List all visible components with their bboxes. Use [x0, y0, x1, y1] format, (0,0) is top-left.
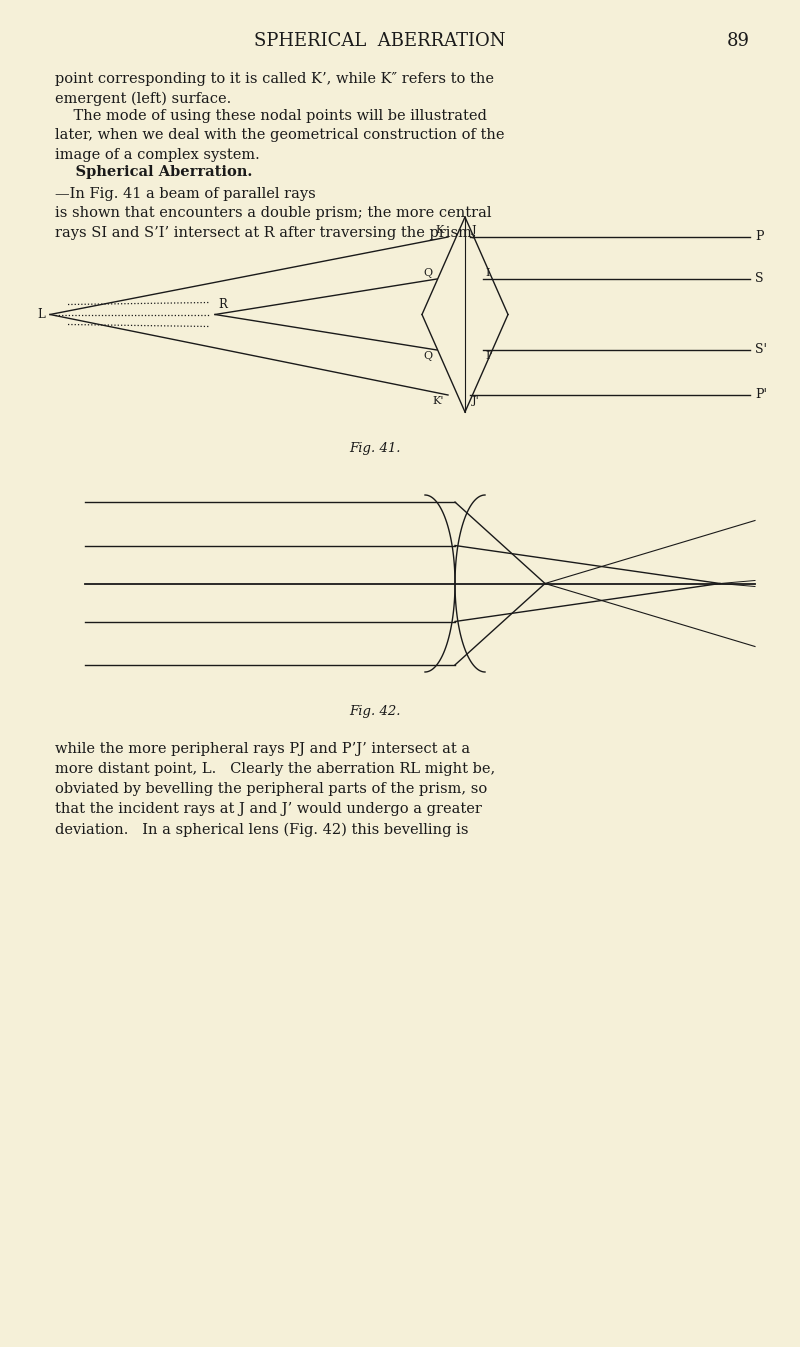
Text: J': J'	[472, 396, 480, 405]
Text: point corresponding to it is called K’, while K″ refers to the
emergent (left) s: point corresponding to it is called K’, …	[55, 71, 494, 106]
Text: S': S'	[755, 343, 767, 357]
Text: Fig. 41.: Fig. 41.	[350, 442, 401, 455]
Text: Fig. 42.: Fig. 42.	[350, 704, 401, 718]
Text: Spherical Aberration.: Spherical Aberration.	[55, 164, 252, 179]
Text: 89: 89	[727, 32, 750, 50]
Text: Q: Q	[424, 352, 433, 361]
Text: —In Fig. 41 a beam of parallel rays
is shown that encounters a double prism; the: —In Fig. 41 a beam of parallel rays is s…	[55, 187, 491, 240]
Text: L: L	[38, 308, 45, 321]
Text: Q: Q	[424, 268, 433, 277]
Text: SPHERICAL  ABERRATION: SPHERICAL ABERRATION	[254, 32, 506, 50]
Text: R: R	[218, 298, 227, 311]
Text: P': P'	[755, 388, 767, 401]
Text: K: K	[436, 225, 444, 234]
Text: I: I	[485, 268, 490, 277]
Text: The mode of using these nodal points will be illustrated
later, when we deal wit: The mode of using these nodal points wil…	[55, 109, 505, 162]
Text: P: P	[755, 230, 763, 244]
Text: J: J	[472, 225, 477, 234]
Text: K': K'	[433, 396, 444, 405]
Text: while the more peripheral rays PJ and P’J’ intersect at a
more distant point, L.: while the more peripheral rays PJ and P’…	[55, 742, 495, 836]
Text: S: S	[755, 272, 763, 286]
Text: I': I'	[485, 352, 493, 361]
